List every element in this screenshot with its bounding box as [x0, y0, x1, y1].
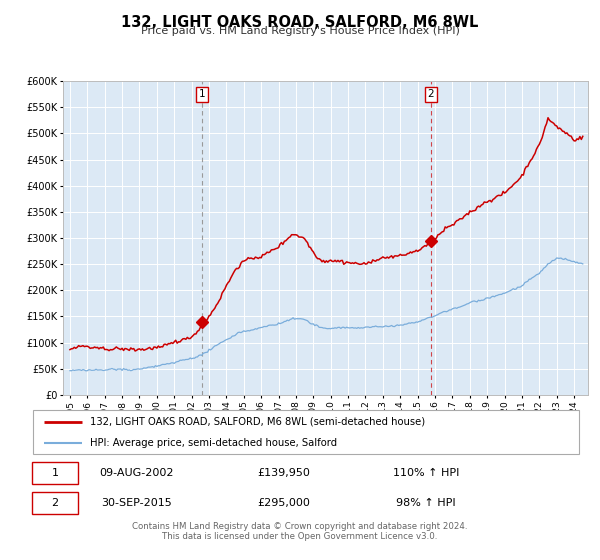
Text: 1: 1	[52, 468, 58, 478]
Text: Price paid vs. HM Land Registry's House Price Index (HPI): Price paid vs. HM Land Registry's House …	[140, 26, 460, 36]
Text: 30-SEP-2015: 30-SEP-2015	[101, 498, 172, 508]
Text: 2: 2	[427, 89, 434, 99]
FancyBboxPatch shape	[33, 410, 579, 454]
FancyBboxPatch shape	[32, 462, 79, 484]
Text: 132, LIGHT OAKS ROAD, SALFORD, M6 8WL (semi-detached house): 132, LIGHT OAKS ROAD, SALFORD, M6 8WL (s…	[91, 417, 425, 427]
Text: 132, LIGHT OAKS ROAD, SALFORD, M6 8WL: 132, LIGHT OAKS ROAD, SALFORD, M6 8WL	[121, 15, 479, 30]
Text: £295,000: £295,000	[258, 498, 311, 508]
Text: 2: 2	[51, 498, 58, 508]
Text: 110% ↑ HPI: 110% ↑ HPI	[393, 468, 460, 478]
Text: 1: 1	[199, 89, 205, 99]
Text: 98% ↑ HPI: 98% ↑ HPI	[397, 498, 456, 508]
Text: Contains HM Land Registry data © Crown copyright and database right 2024.: Contains HM Land Registry data © Crown c…	[132, 522, 468, 531]
FancyBboxPatch shape	[32, 492, 79, 514]
Text: 09-AUG-2002: 09-AUG-2002	[100, 468, 174, 478]
Text: £139,950: £139,950	[258, 468, 311, 478]
Text: HPI: Average price, semi-detached house, Salford: HPI: Average price, semi-detached house,…	[91, 438, 337, 447]
Text: This data is licensed under the Open Government Licence v3.0.: This data is licensed under the Open Gov…	[163, 532, 437, 541]
